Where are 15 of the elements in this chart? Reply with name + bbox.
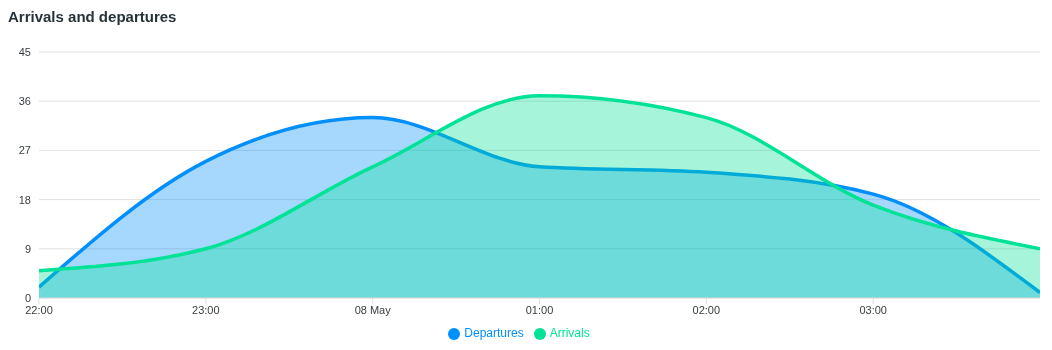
y-tick-label: 36 <box>18 95 31 108</box>
chart-title: Arrivals and departures <box>8 8 178 27</box>
y-tick-label: 0 <box>24 291 31 304</box>
x-tick-label: 03:00 <box>859 303 887 316</box>
y-tick-label: 18 <box>18 193 31 206</box>
x-tick-label: 02:00 <box>692 303 721 316</box>
x-tick-label: 22:00 <box>25 303 53 316</box>
y-tick-label: 9 <box>24 242 31 255</box>
x-tick-label: 08 May <box>354 303 392 316</box>
legend-label: Arrivals <box>549 326 590 340</box>
y-tick-label: 45 <box>18 45 31 58</box>
x-tick-label: 01:00 <box>525 303 554 316</box>
y-tick-label: 27 <box>18 144 31 157</box>
legend-label: Departures <box>464 326 524 340</box>
x-tick-label: 23:00 <box>192 303 220 316</box>
